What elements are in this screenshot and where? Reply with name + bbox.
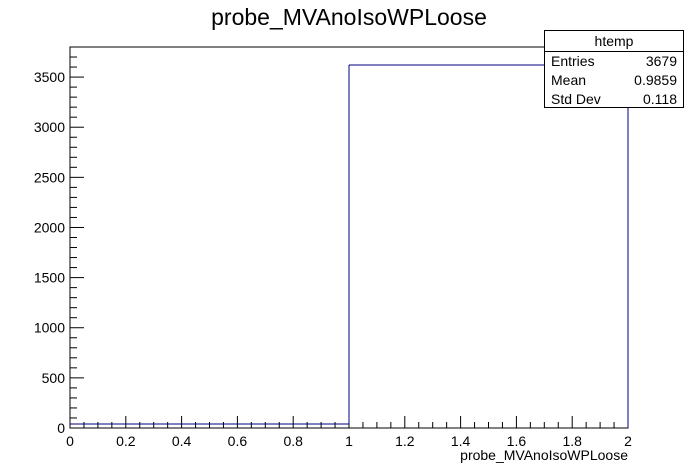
stats-title: htemp	[545, 31, 683, 52]
y-tick-label: 3500	[34, 69, 65, 85]
x-tick-label: 1	[345, 433, 353, 449]
stats-value: 0.9859	[634, 72, 677, 88]
stats-key: Entries	[551, 53, 595, 69]
stats-row-mean: Mean 0.9859	[545, 71, 683, 90]
y-axis: 0 500 1000 1500 2000 2500 3000 3500	[34, 46, 84, 436]
y-tick-label: 1500	[34, 270, 65, 286]
x-tick-label: 2	[624, 433, 632, 449]
x-tick-label: 1.6	[507, 433, 527, 449]
y-tick-label: 500	[42, 370, 66, 386]
x-tick-label: 1.8	[562, 433, 582, 449]
stats-key: Std Dev	[551, 91, 601, 107]
y-tick-label: 0	[57, 420, 65, 436]
x-tick-label: 0.4	[172, 433, 192, 449]
stats-row-entries: Entries 3679	[545, 52, 683, 71]
stats-value: 0.118	[643, 91, 677, 107]
stats-box: htemp Entries 3679 Mean 0.9859 Std Dev 0…	[544, 30, 684, 108]
y-tick-label: 2500	[34, 169, 65, 185]
stats-value: 3679	[645, 53, 677, 69]
y-tick-label: 2000	[34, 219, 65, 235]
x-tick-label: 0.2	[116, 433, 136, 449]
y-tick-label: 3000	[34, 119, 65, 135]
x-tick-label: 1.2	[395, 433, 415, 449]
x-tick-label: 0.6	[228, 433, 248, 449]
stats-row-stddev: Std Dev 0.118	[545, 90, 683, 109]
x-tick-label: 1.4	[451, 433, 471, 449]
x-tick-label: 0.8	[283, 433, 303, 449]
y-tick-label: 1000	[34, 320, 65, 336]
histogram-bars	[70, 64, 629, 428]
stats-key: Mean	[551, 72, 587, 88]
x-axis: 0 0.2 0.4 0.6 0.8 1 1.2 1.4 1.6 1.8 2	[66, 416, 632, 449]
chart-title: probe_MVAnoIsoWPLoose	[211, 4, 487, 30]
x-axis-label: probe_MVAnoIsoWPLoose	[460, 447, 628, 463]
x-tick-label: 0	[66, 433, 74, 449]
